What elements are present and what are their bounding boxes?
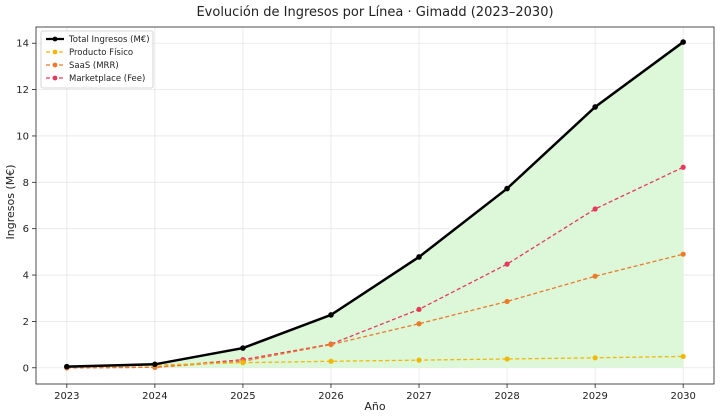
x-tick-label: 2027 (406, 391, 431, 402)
legend-label: Marketplace (Fee) (69, 74, 145, 84)
legend: Total Ingresos (M€) Producto Físico SaaS (… (40, 30, 154, 89)
data-point (680, 251, 686, 257)
data-point (416, 254, 422, 260)
data-point (592, 206, 598, 212)
y-tick-label: 10 (16, 131, 29, 142)
legend-item: Total Ingresos (M€) (46, 35, 150, 45)
series-line (66, 355, 684, 368)
x-tick-label: 2025 (230, 391, 255, 402)
legend-marker (52, 75, 58, 81)
data-point (504, 261, 510, 267)
data-point (328, 358, 334, 364)
x-axis: 2023 2024 2025 2026 2027 2028 2029 2030 (54, 384, 696, 402)
x-axis-label: Año (364, 400, 385, 413)
legend-label: Total Ingresos (M€) (68, 35, 150, 45)
data-point (240, 345, 246, 351)
data-point (592, 104, 598, 110)
series-total-ingresos-m (64, 39, 686, 370)
legend-item: Marketplace (Fee) (46, 74, 145, 84)
legend-label: SaaS (MRR) (69, 61, 119, 71)
data-point (416, 321, 422, 327)
y-axis-label: Ingresos (M€) (4, 164, 17, 239)
x-tick-label: 2026 (318, 391, 343, 402)
plot-frame (35, 26, 715, 385)
legend-marker (52, 49, 58, 55)
data-point (152, 361, 158, 368)
chart-title: Evolución de Ingresos por Línea · Gimadd… (196, 5, 553, 20)
legend-label: Producto Físico (69, 48, 133, 58)
data-point (416, 357, 422, 363)
data-point (504, 185, 510, 192)
data-point (680, 164, 686, 170)
data-point (328, 341, 334, 348)
data-point (592, 355, 598, 361)
y-tick-label: 12 (16, 85, 29, 96)
legend-marker (52, 62, 58, 68)
y-tick-label: 4 (23, 271, 29, 282)
data-point (416, 306, 422, 312)
x-tick-label: 2023 (54, 391, 79, 402)
x-tick-label: 2030 (670, 391, 695, 402)
data-point (592, 273, 598, 279)
data-point (64, 363, 70, 370)
x-tick-label: 2029 (582, 391, 607, 402)
data-point (504, 356, 510, 362)
x-tick-label: 2028 (494, 391, 519, 402)
series-line (66, 253, 684, 369)
x-tick-label: 2024 (142, 391, 167, 402)
series-line (66, 41, 684, 368)
legend-box (40, 30, 154, 89)
data-point (680, 353, 686, 360)
data-point (504, 298, 510, 305)
y-tick-label: 8 (23, 178, 29, 189)
data-point (240, 360, 246, 366)
legend-marker (52, 36, 58, 42)
series-layer (64, 39, 686, 371)
legend-item: Producto Físico (46, 48, 133, 58)
data-point (328, 312, 334, 318)
y-tick-label: 14 (16, 39, 29, 50)
total-area-fill (66, 42, 684, 368)
data-point (680, 39, 686, 45)
legend-item: SaaS (MRR) (46, 61, 119, 71)
y-tick-label: 6 (23, 224, 29, 235)
y-tick-label: 0 (23, 363, 29, 374)
y-axis: 0 2 4 6 8 10 12 14 (16, 39, 36, 374)
series-line (66, 166, 684, 369)
y-tick-label: 2 (23, 317, 29, 328)
